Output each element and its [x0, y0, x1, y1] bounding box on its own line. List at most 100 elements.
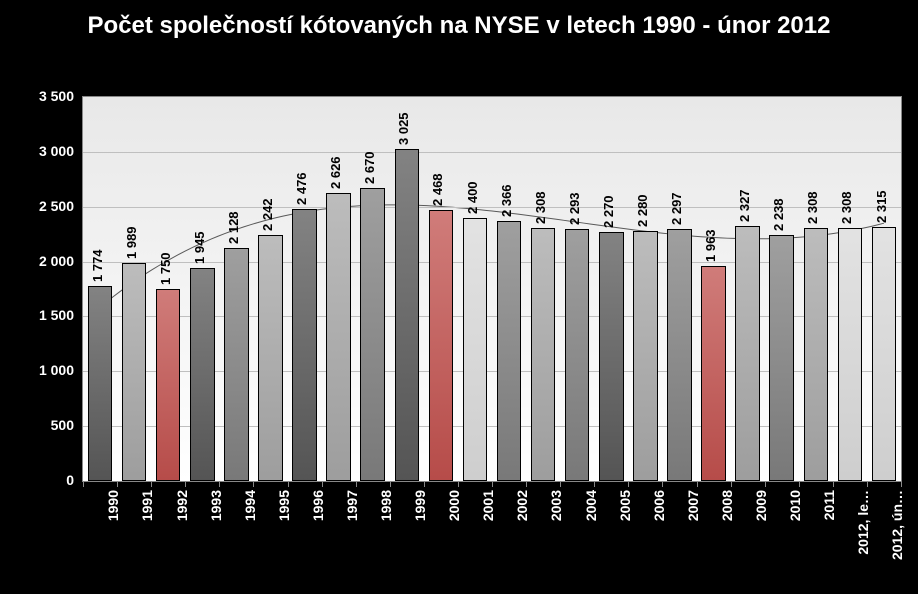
bar	[701, 266, 726, 481]
x-tick-mark	[492, 481, 493, 487]
chart-title: Počet společností kótovaných na NYSE v l…	[0, 12, 918, 41]
bar	[565, 229, 590, 481]
x-tick-label: 1997	[344, 490, 360, 590]
bar	[360, 188, 385, 481]
x-tick-label: 2001	[480, 490, 496, 590]
chart-frame: Počet společností kótovaných na NYSE v l…	[0, 0, 918, 594]
bar-value-label: 2 308	[839, 191, 854, 224]
bar	[838, 228, 863, 481]
bar-value-label: 2 128	[226, 211, 241, 244]
bar-value-label: 1 750	[158, 252, 173, 285]
y-tick-label: 1 500	[0, 307, 74, 323]
x-tick-mark	[560, 481, 561, 487]
x-tick-label: 2007	[685, 490, 701, 590]
bar-value-label: 2 293	[567, 193, 582, 226]
bar	[224, 248, 249, 481]
bar	[804, 228, 829, 481]
bar	[292, 209, 317, 481]
x-tick-label: 2009	[753, 490, 769, 590]
plot-area: 1 774 1 989 1 750 1 945 2 128 2 242 2 476 2 626…	[82, 96, 902, 482]
x-tick-mark	[117, 481, 118, 487]
bar	[633, 231, 658, 481]
x-tick-mark	[901, 481, 902, 487]
x-tick-mark	[662, 481, 663, 487]
bar	[463, 218, 488, 481]
x-tick-mark	[594, 481, 595, 487]
x-tick-label: 2005	[617, 490, 633, 590]
bar	[531, 228, 556, 481]
x-tick-label: 1996	[310, 490, 326, 590]
bar-value-label: 2 308	[533, 191, 548, 224]
bar-value-label: 2 670	[362, 152, 377, 185]
bar-value-label: 2 280	[635, 194, 650, 227]
y-tick-label: 3 500	[0, 88, 74, 104]
bar	[326, 193, 351, 481]
x-tick-mark	[697, 481, 698, 487]
x-tick-label: 2002	[514, 490, 530, 590]
x-tick-mark	[628, 481, 629, 487]
x-tick-mark	[253, 481, 254, 487]
x-tick-label: 2004	[583, 490, 599, 590]
y-tick-label: 500	[0, 417, 74, 433]
x-tick-label: 1992	[174, 490, 190, 590]
bar-value-label: 2 327	[737, 189, 752, 222]
x-tick-label: 2003	[548, 490, 564, 590]
bar-value-label: 2 315	[874, 190, 889, 223]
x-tick-mark	[731, 481, 732, 487]
x-tick-mark	[356, 481, 357, 487]
x-tick-label: 2012, le…	[855, 490, 871, 590]
bar	[156, 289, 181, 481]
bar	[429, 210, 454, 481]
bar-value-label: 3 025	[396, 113, 411, 146]
x-tick-mark	[833, 481, 834, 487]
x-tick-mark	[83, 481, 84, 487]
bar	[88, 286, 113, 481]
bar	[872, 227, 897, 481]
x-tick-mark	[390, 481, 391, 487]
x-tick-label: 2000	[446, 490, 462, 590]
bar-value-label: 2 626	[328, 156, 343, 189]
x-tick-mark	[458, 481, 459, 487]
bar-value-label: 2 308	[805, 191, 820, 224]
bar-value-label: 2 297	[669, 192, 684, 225]
bar-value-label: 2 270	[601, 195, 616, 228]
x-tick-mark	[219, 481, 220, 487]
bar-value-label: 2 238	[771, 199, 786, 232]
bar-value-label: 1 945	[192, 231, 207, 264]
bar	[735, 226, 760, 481]
bar-value-label: 1 774	[90, 250, 105, 283]
x-tick-label: 2011	[821, 490, 837, 590]
bar	[667, 229, 692, 481]
x-tick-mark	[288, 481, 289, 487]
bar	[258, 235, 283, 481]
gridline	[83, 152, 901, 153]
bar-value-label: 2 242	[260, 198, 275, 231]
bar	[497, 221, 522, 481]
x-tick-label: 2006	[651, 490, 667, 590]
x-tick-label: 1999	[412, 490, 428, 590]
y-tick-label: 2 500	[0, 198, 74, 214]
x-tick-label: 1994	[242, 490, 258, 590]
bar-value-label: 2 400	[465, 181, 480, 214]
y-tick-label: 1 000	[0, 362, 74, 378]
x-tick-mark	[526, 481, 527, 487]
x-tick-label: 1991	[139, 490, 155, 590]
bar-value-label: 2 366	[499, 185, 514, 218]
bar	[122, 263, 147, 481]
x-tick-label: 2010	[787, 490, 803, 590]
x-tick-label: 1995	[276, 490, 292, 590]
x-tick-mark	[799, 481, 800, 487]
x-tick-label: 1998	[378, 490, 394, 590]
x-tick-label: 2008	[719, 490, 735, 590]
bar-value-label: 2 476	[294, 173, 309, 206]
y-tick-label: 0	[0, 472, 74, 488]
x-tick-label: 2012, ún…	[889, 490, 905, 590]
bar-value-label: 1 989	[124, 226, 139, 259]
x-tick-mark	[867, 481, 868, 487]
x-tick-label: 1990	[105, 490, 121, 590]
bar	[599, 232, 624, 481]
y-tick-label: 2 000	[0, 253, 74, 269]
y-tick-label: 3 000	[0, 143, 74, 159]
x-tick-mark	[185, 481, 186, 487]
x-tick-label: 1993	[208, 490, 224, 590]
